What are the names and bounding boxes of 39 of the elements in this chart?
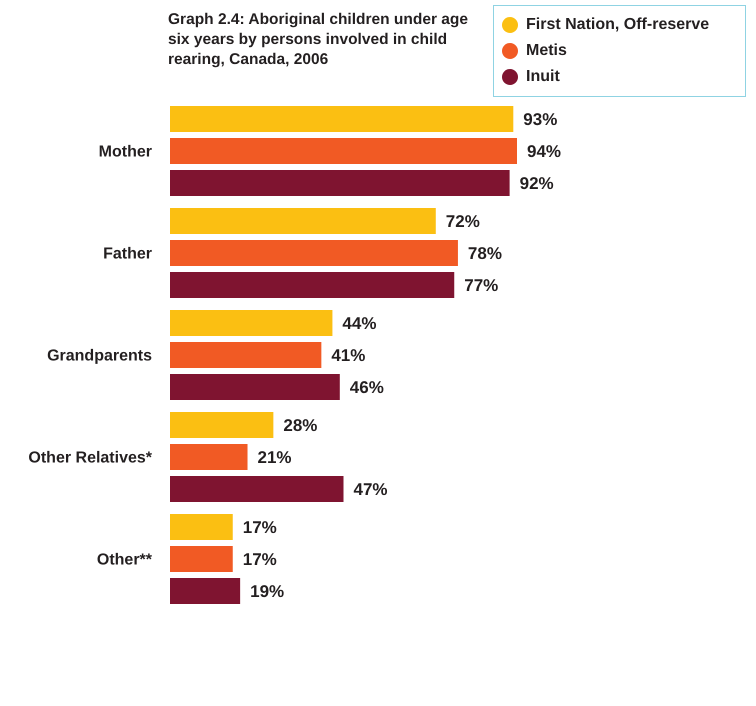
chart-title: Graph 2.4: Aboriginal children under age six years by persons involved in child rearing, Canada, 2006 [168,10,470,70]
bar [170,208,436,234]
data-label: 46% [350,378,384,398]
data-label: 78% [468,244,502,264]
data-label: 41% [331,346,366,366]
bar [170,342,322,368]
bar [170,546,233,572]
y-tick-label: Father [103,246,152,263]
legend-label: Inuit [525,67,561,87]
y-tick-label: Other Relatives* [28,450,153,467]
bar [170,138,517,164]
bar [170,476,344,502]
bar [170,514,233,540]
data-label: 72% [446,212,480,232]
y-tick-label: Mother [98,144,152,161]
data-label: 19% [250,582,284,602]
y-tick-label: Grandparents [47,348,152,365]
bar [170,106,514,132]
bar [170,412,274,438]
data-label: 28% [283,416,318,436]
data-label: 44% [342,314,376,334]
data-label: 17% [242,518,277,538]
bar [170,310,332,336]
bar [170,170,510,196]
legend-label: First Nation, Off-reserve [525,15,710,35]
bar [170,444,248,470]
data-label: 94% [527,142,562,162]
bar [170,240,458,266]
data-label: 93% [523,110,558,130]
data-label: 47% [354,480,388,500]
data-label: 17% [242,550,277,570]
bar [170,374,340,400]
legend-label: Metis [525,41,568,61]
data-label: 77% [464,276,498,296]
data-label: 21% [258,448,292,468]
bar [170,578,240,604]
data-label: 92% [520,174,554,194]
bar [170,272,454,298]
y-tick-label: Other** [96,552,153,569]
